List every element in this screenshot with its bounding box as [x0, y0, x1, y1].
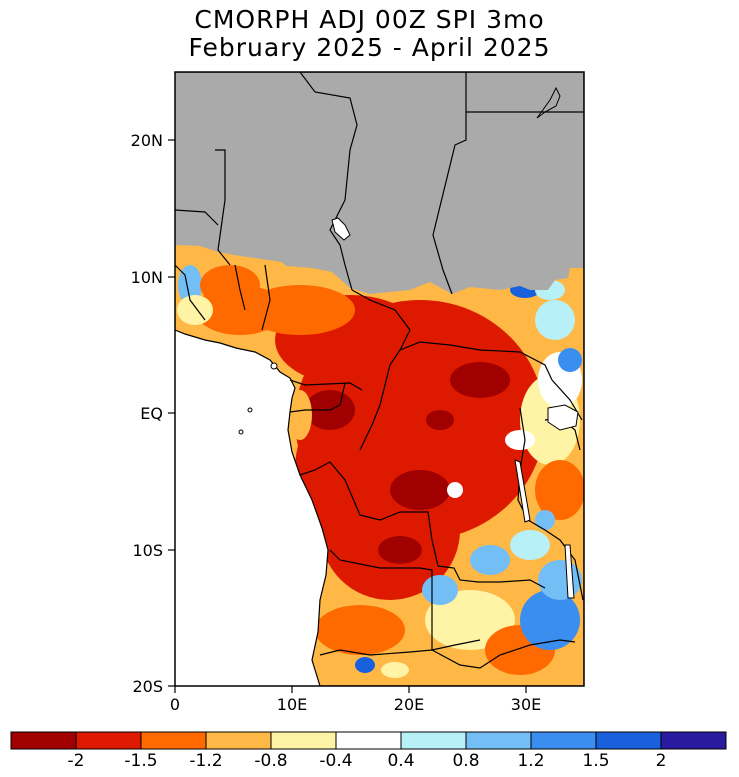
lat-label-10n: 10N [131, 268, 163, 287]
lake-tanganyika [514, 459, 531, 523]
lake-chad [331, 217, 351, 241]
colorbar-label-3: -1.2 [189, 751, 222, 771]
colorbar [10, 731, 727, 750]
colorbar-swatch [595, 731, 662, 750]
colorbar-swatch [660, 731, 727, 750]
colorbar-label-1: -2 [68, 751, 85, 771]
map-title-line1: CMORPH ADJ 00Z SPI 3mo [194, 5, 545, 34]
lat-tick-marks [168, 139, 527, 693]
island-bioko [270, 362, 278, 370]
lat-label-20n: 20N [131, 131, 163, 150]
colorbar-swatch [335, 731, 402, 750]
colorbar-swatch [530, 731, 597, 750]
lon-label-0: 0 [170, 695, 180, 714]
colorbar-swatch [270, 731, 337, 750]
colorbar-label-5: -0.4 [319, 751, 352, 771]
island-sao-tome [247, 407, 253, 413]
lake-malawi [564, 544, 575, 599]
lat-label-20s: 20S [132, 677, 163, 696]
lon-label-30e: 30E [511, 695, 541, 714]
colorbar-swatch [140, 731, 207, 750]
red-sea-coast [536, 86, 561, 119]
colorbar-label-8: 1.2 [517, 751, 544, 771]
colorbar-swatch [400, 731, 467, 750]
colorbar-label-2: -1.5 [124, 751, 157, 771]
colorbar-label-7: 0.8 [452, 751, 479, 771]
colorbar-label-10: 2 [656, 751, 667, 771]
colorbar-swatch [10, 731, 77, 750]
no-data-region [175, 72, 584, 294]
lat-label-eq: EQ [140, 404, 163, 423]
lat-label-10s: 10S [132, 541, 163, 560]
colorbar-swatch [205, 731, 272, 750]
map-title-line2: February 2025 - April 2025 [188, 33, 551, 62]
colorbar-swatch [75, 731, 142, 750]
island-annobon [238, 429, 244, 435]
colorbar-label-9: 1.5 [582, 751, 609, 771]
lon-label-20e: 20E [394, 695, 424, 714]
lake-victoria [547, 404, 579, 431]
colorbar-label-4: -0.8 [254, 751, 287, 771]
colorbar-swatch [465, 731, 532, 750]
lon-label-10e: 10E [277, 695, 307, 714]
map-frame [174, 71, 585, 687]
colorbar-label-6: 0.4 [387, 751, 414, 771]
